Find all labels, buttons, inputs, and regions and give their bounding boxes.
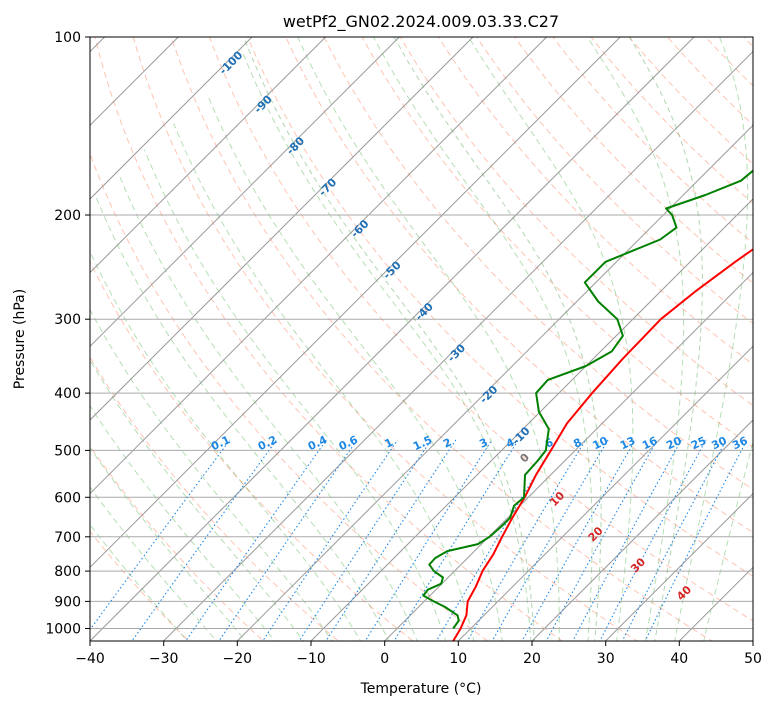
mixing-ratio-label: 25: [689, 434, 708, 452]
dry-adiabat: [132, 37, 638, 641]
dry-adiabat: [399, 37, 753, 407]
moist-adiabat: [90, 250, 362, 641]
mixing-ratio-line: [364, 439, 493, 641]
chart-title: wetPf2_GN02.2024.009.03.33.C27: [283, 12, 559, 32]
mixing-ratio-line: [466, 439, 586, 641]
isotherm: [162, 50, 753, 641]
isotherm: [90, 37, 695, 641]
isotherm: [604, 492, 753, 641]
y-tick-label: 400: [54, 386, 81, 402]
y-tick-label: 1000: [45, 622, 81, 638]
mixing-ratio-line: [545, 439, 658, 641]
mixing-ratio-line: [393, 439, 519, 641]
moist-adiabat: [206, 94, 503, 641]
dry-adiabat: [94, 37, 564, 641]
mixing-ratio-line: [185, 439, 327, 641]
x-tick-label: 40: [670, 651, 688, 667]
moist-adiabat: [94, 194, 390, 641]
mixing-ratio-line: [572, 439, 682, 641]
mixing-ratio-label: 13: [618, 434, 637, 452]
y-tick-label: 600: [54, 490, 81, 506]
moist-adiabat-warm: [393, 37, 602, 641]
dry-adiabat: [90, 530, 190, 641]
temperature-line: [452, 248, 753, 641]
dry-adiabat: [247, 37, 753, 577]
isotherm: [90, 37, 474, 421]
moist-adiabat: [468, 37, 634, 641]
moist-adiabat: [241, 49, 532, 641]
dry-adiabat: [552, 37, 753, 244]
moist-adiabat: [90, 486, 218, 641]
plot-frame: [89, 36, 754, 642]
y-tick-label: 700: [54, 530, 81, 546]
isotherm: [310, 198, 753, 641]
mixing-ratio-label: 36: [730, 434, 750, 452]
isotherm: [90, 37, 327, 274]
x-tick-label: −20: [223, 651, 253, 667]
y-tick-label: 500: [54, 443, 81, 459]
moist-adiabat-warm: [243, 37, 535, 641]
moist-adiabat: [586, 37, 685, 641]
dry-adiabat: [170, 37, 713, 641]
y-axis-label: Pressure (hPa): [12, 289, 28, 389]
x-tick-label: 20: [523, 651, 541, 667]
dry-adiabat: [208, 37, 753, 622]
isotherm: [90, 37, 622, 569]
y-tick-label: 900: [54, 594, 81, 610]
isotherm: [383, 271, 753, 641]
isotherm: [90, 37, 401, 348]
mixing-ratio-line: [435, 439, 558, 641]
moist-adiabat: [118, 173, 418, 641]
moist-adiabat: [90, 308, 333, 641]
mixing-ratio-line: [491, 439, 609, 641]
data-series: [422, 169, 753, 641]
moist-adiabat: [90, 446, 247, 641]
mixing-ratio-line: [262, 439, 399, 641]
x-tick-label: 30: [597, 651, 615, 667]
mixing-ratio-line: [90, 439, 231, 631]
mixing-ratio-line: [599, 439, 707, 641]
dry-adiabat: [514, 37, 753, 284]
mixing-ratio-label: 10: [591, 434, 611, 452]
moist-adiabat: [297, 37, 560, 641]
mixing-ratio-label: 30: [710, 434, 730, 452]
x-tick-label: −30: [149, 651, 179, 667]
dewpoint-line: [422, 169, 753, 630]
isotherm: [236, 124, 753, 641]
dry-adiabat: [90, 260, 414, 641]
x-tick-label: 10: [449, 651, 467, 667]
mixing-ratio-label: 16: [640, 434, 660, 452]
mixing-ratio-line: [521, 439, 636, 641]
moist-adiabat: [90, 404, 276, 641]
y-tick-label: 200: [54, 208, 81, 224]
dry-adiabat: [323, 37, 753, 491]
moist-adiabat: [143, 149, 447, 641]
axes: −40 −30 −20 −10 0 10 20 30 40 50 100 200 300 400 500 60…: [45, 30, 762, 667]
moist-adiabat: [90, 359, 305, 641]
isotherm: [531, 419, 753, 641]
dry-adiabat: [590, 37, 753, 205]
y-tick-label: 100: [54, 30, 81, 46]
x-tick-label: −40: [75, 651, 105, 667]
mixing-ratio-label: 20: [664, 434, 684, 452]
mixing-ratio-line: [218, 439, 358, 641]
dry-adiabat: [361, 37, 753, 448]
x-tick-label: 50: [744, 651, 762, 667]
isotherm: [90, 37, 253, 200]
moist-adiabat: [674, 37, 749, 641]
y-tick-label: 300: [54, 312, 81, 328]
dry-adiabat: [285, 37, 753, 534]
x-tick-label: 0: [380, 651, 389, 667]
isotherm: [457, 345, 753, 641]
x-tick-label: −10: [296, 651, 326, 667]
y-tick-label: 800: [54, 564, 81, 580]
x-axis-label: Temperature (°C): [360, 681, 482, 697]
dry-adiabat: [90, 356, 340, 641]
isotherm: [90, 37, 548, 495]
